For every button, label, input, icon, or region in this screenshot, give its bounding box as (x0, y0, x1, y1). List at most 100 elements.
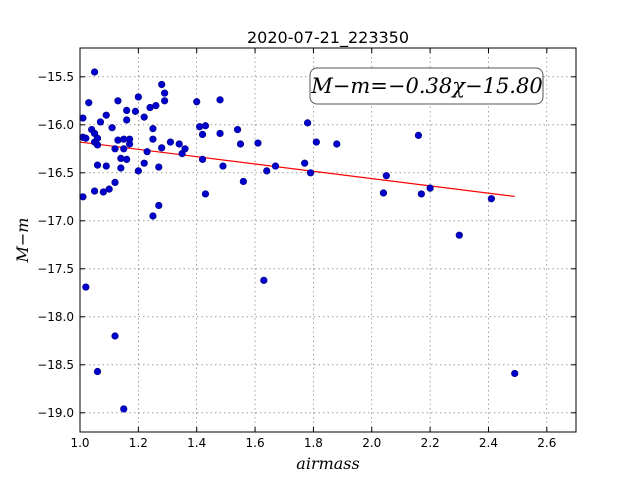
data-point (166, 138, 175, 146)
data-point (303, 119, 312, 127)
data-point (260, 276, 268, 284)
data-point (102, 111, 110, 119)
data-point (158, 80, 166, 89)
x-axis-ticks: 1.0 1.2 1.4 1.6 1.8 2.0 2.2 2.4 2.6 (70, 48, 556, 450)
data-point (426, 184, 434, 192)
data-point (333, 140, 341, 148)
data-point (82, 283, 90, 291)
data-point (123, 155, 131, 163)
y-axis-label: M−m (13, 218, 32, 264)
data-point (79, 114, 87, 122)
data-point (134, 93, 142, 101)
data-point (111, 332, 119, 340)
data-point (301, 159, 309, 167)
y-tick-label: −17.0 (37, 214, 74, 228)
data-point (102, 162, 110, 170)
y-tick-label: −18.5 (37, 358, 74, 372)
data-point (198, 130, 207, 138)
fit-line (79, 141, 515, 198)
data-point (79, 193, 87, 201)
data-point (417, 190, 425, 198)
data-point (219, 162, 227, 170)
data-point (201, 122, 210, 130)
data-point (487, 195, 495, 203)
x-tick-label: 2.6 (537, 436, 556, 450)
data-point (233, 126, 242, 134)
data-point (140, 113, 148, 121)
data-point (143, 148, 151, 156)
data-point (99, 188, 107, 196)
data-point (175, 140, 183, 148)
y-tick-label: −18.0 (37, 310, 74, 324)
data-point (117, 164, 125, 172)
plot-area (80, 48, 576, 432)
annotation-box: M−m=−0.38χ−15.80 (309, 67, 544, 105)
data-point (379, 189, 388, 197)
data-point (93, 134, 102, 142)
x-tick-label: 1.6 (246, 436, 265, 450)
data-point (239, 177, 247, 186)
x-tick-label: 1.4 (187, 436, 206, 450)
data-point (161, 89, 169, 97)
data-point (158, 144, 166, 152)
chart-title: 2020-07-21_223350 (247, 28, 409, 48)
data-point (93, 161, 102, 169)
data-point (90, 187, 99, 195)
data-point (201, 190, 210, 198)
data-point (216, 129, 224, 138)
data-point (90, 68, 99, 76)
x-tick-label: 2.0 (362, 436, 381, 450)
data-point (271, 162, 280, 170)
data-point (93, 367, 102, 376)
data-point (85, 99, 93, 107)
data-point (96, 118, 105, 126)
data-point (114, 97, 122, 105)
data-point (131, 107, 140, 115)
x-tick-label: 1.2 (129, 436, 148, 450)
data-point (120, 405, 128, 413)
data-point (455, 231, 463, 239)
data-point (181, 145, 189, 153)
data-point (111, 178, 119, 186)
data-point (117, 154, 125, 162)
data-point (193, 98, 201, 106)
grid (80, 48, 576, 432)
data-point (216, 96, 224, 104)
y-tick-label: −16.5 (37, 166, 74, 180)
data-point (149, 135, 157, 143)
data-point (134, 167, 142, 175)
y-axis-ticks: −15.5 −16.0 −16.5 −17.0 −17.5 −18.0 −18.5 −19.0 (37, 70, 576, 420)
x-tick-label: 1.8 (304, 436, 323, 450)
data-point (155, 163, 163, 171)
data-point (198, 155, 207, 163)
fit-line-group (79, 141, 515, 198)
x-tick-label: 2.4 (479, 436, 498, 450)
data-point (312, 138, 320, 146)
data-point (263, 167, 271, 175)
fit-equation: M−m=−0.38χ−15.80 (310, 74, 542, 98)
data-point (120, 145, 128, 153)
data-point (149, 212, 157, 220)
data-point (152, 101, 160, 110)
x-tick-label: 2.2 (421, 436, 440, 450)
data-point (511, 369, 519, 378)
y-tick-label: −15.5 (37, 70, 74, 84)
data-point (149, 125, 157, 133)
data-point (254, 139, 262, 147)
data-point (108, 124, 116, 132)
data-point (105, 185, 113, 193)
plot-frame (79, 47, 577, 433)
data-point (306, 169, 315, 177)
data-point (123, 106, 131, 114)
data-point (111, 145, 119, 153)
y-tick-label: −19.0 (37, 406, 74, 420)
data-point (161, 97, 169, 105)
data-point (123, 116, 131, 124)
data-point (414, 131, 423, 139)
data-point (382, 172, 390, 180)
data-point (82, 134, 90, 142)
data-point (93, 141, 102, 149)
data-point (196, 123, 204, 131)
data-point (140, 159, 148, 167)
